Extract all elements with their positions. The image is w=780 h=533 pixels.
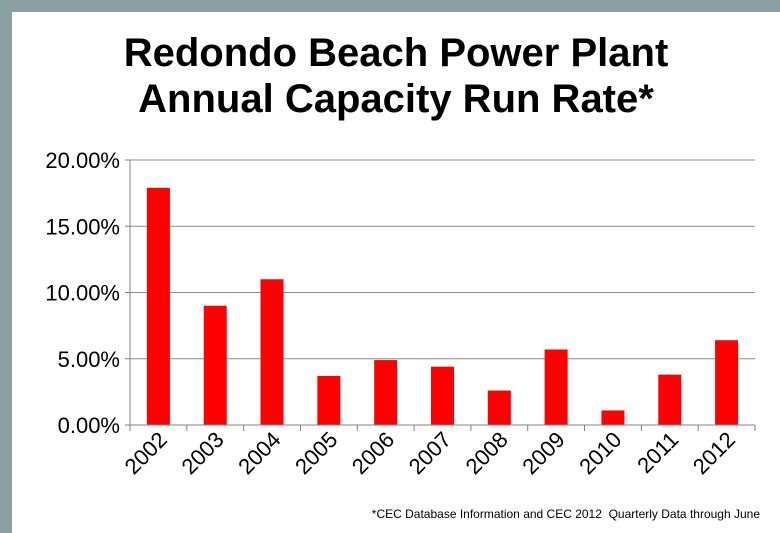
- bar-2010: [601, 410, 625, 425]
- bar-2011: [658, 374, 682, 425]
- x-tick-label: 2003: [176, 427, 228, 479]
- bar-2009: [544, 349, 568, 425]
- y-tick-label: 20.00%: [45, 148, 120, 173]
- x-tick-labels: 2002 2003 2004 2005 2006 2007 2008 2009 2010 2011…: [120, 427, 740, 479]
- x-tick-label: 2006: [347, 427, 399, 479]
- y-tick-label: 10.00%: [45, 281, 120, 306]
- x-tick-label: 2005: [290, 427, 342, 479]
- bar-2003: [203, 305, 227, 425]
- x-tick-label: 2008: [461, 427, 513, 479]
- x-tick-label: 2012: [688, 427, 740, 479]
- x-tick-label: 2010: [574, 427, 626, 479]
- x-tick-label: 2002: [120, 427, 172, 479]
- bar-2004: [260, 279, 284, 425]
- bar-2002: [146, 187, 170, 425]
- bar-2012: [715, 340, 739, 425]
- y-tick-labels: 0.00% 5.00% 10.00% 15.00% 20.00%: [45, 148, 120, 438]
- gridlines: [130, 159, 755, 360]
- chart-title: Redondo Beach Power Plant Annual Capacit…: [12, 30, 780, 122]
- chart-title-line-2: Annual Capacity Run Rate*: [138, 77, 654, 121]
- x-tick-label: 2007: [404, 427, 456, 479]
- bars: [146, 187, 739, 425]
- footnote: *CEC Database Information and CEC 2012 Q…: [371, 507, 760, 521]
- y-tick-label: 5.00%: [58, 347, 120, 372]
- axes: [125, 159, 756, 431]
- bar-2008: [487, 390, 511, 425]
- x-tick-label: 2004: [233, 427, 285, 479]
- bar-2005: [317, 375, 341, 425]
- chart-title-line-1: Redondo Beach Power Plant: [123, 31, 669, 75]
- bar-2007: [431, 366, 454, 425]
- x-tick-label: 2011: [632, 427, 683, 478]
- y-tick-label: 15.00%: [45, 214, 120, 239]
- y-tick-label: 0.00%: [58, 413, 120, 438]
- x-tick-label: 2009: [517, 427, 569, 479]
- bar-2006: [374, 360, 398, 425]
